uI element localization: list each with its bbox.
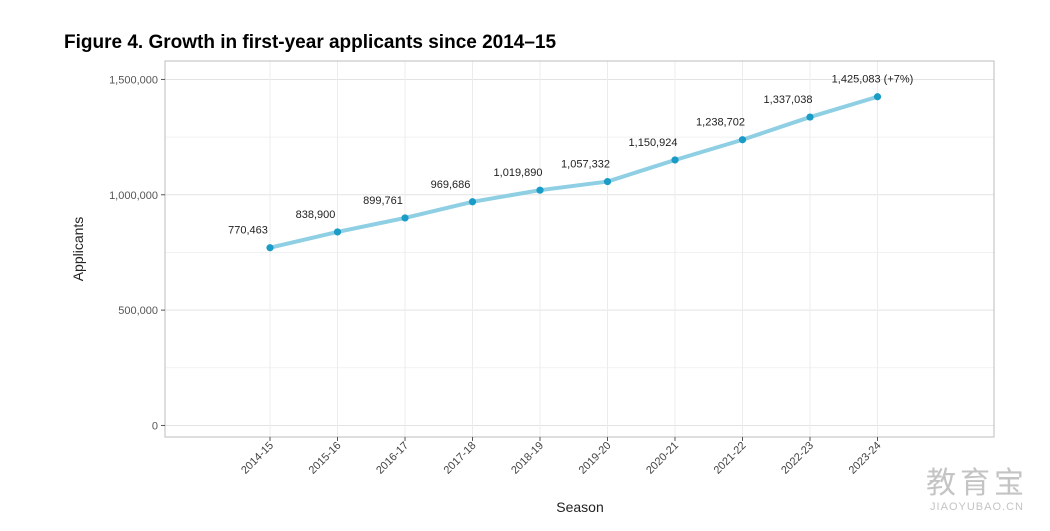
x-tick-label: 2014-15 [239, 440, 276, 477]
data-point [873, 93, 882, 101]
watermark: 教育宝 JIAOYUBAO.CN [926, 466, 1028, 514]
x-axis-title: Season [556, 499, 603, 515]
data-label: 1,019,890 [494, 167, 543, 179]
y-tick-label: 500,000 [118, 305, 158, 317]
data-label: 1,337,038 [764, 94, 813, 106]
data-label: 770,463 [228, 225, 268, 237]
x-tick-label: 2018-19 [509, 440, 546, 477]
data-label-layer: 770,463 838,900 899,761 969,686 1,019,890 1,0… [228, 74, 913, 237]
x-tick-label: 2023-24 [847, 440, 884, 477]
watermark-logo-text: 教育宝 [926, 466, 1028, 501]
x-tick-label: 2016-17 [374, 440, 411, 477]
data-label: 969,686 [431, 179, 471, 191]
y-tick-label: 1,000,000 [109, 190, 158, 202]
y-tick-label: 1,500,000 [109, 74, 158, 86]
x-tick-label: 2022-23 [779, 440, 816, 477]
watermark-domain: JIAOYUBAO.CN [930, 501, 1024, 513]
data-point [468, 198, 477, 206]
data-label: 1,150,924 [629, 137, 678, 149]
x-axis: 2014-15 2015-16 2016-17 2017-18 2018-19 2019-… [239, 437, 884, 477]
x-tick-label: 2015-16 [307, 440, 344, 477]
data-point [266, 244, 274, 252]
data-label: 1,057,332 [561, 159, 610, 171]
data-point [806, 113, 814, 121]
data-point [401, 214, 409, 222]
data-point [738, 136, 747, 144]
grid-layer [165, 61, 994, 437]
data-point [333, 228, 342, 236]
data-point [671, 156, 679, 164]
y-tick-label: 0 [152, 420, 158, 432]
x-tick-label: 2019-20 [577, 440, 614, 477]
plot-border [164, 60, 995, 438]
data-point [536, 186, 544, 194]
x-tick-label: 2020-21 [644, 440, 681, 477]
y-axis: 0 500,000 1,000,000 1,500,000 [109, 74, 165, 432]
x-tick-label: 2017-18 [442, 440, 479, 477]
data-point [603, 177, 612, 186]
series-layer [266, 93, 882, 252]
y-axis-title: Applicants [70, 217, 86, 282]
figure-title: Figure 4. Growth in first-year applicant… [64, 32, 557, 53]
data-label: 1,425,083 (+7%) [832, 74, 914, 86]
series-line [268, 94, 880, 250]
data-label: 899,761 [363, 195, 403, 207]
x-tick-label: 2021-22 [712, 440, 749, 477]
data-label: 838,900 [296, 209, 336, 221]
data-label: 1,238,702 [696, 117, 745, 129]
